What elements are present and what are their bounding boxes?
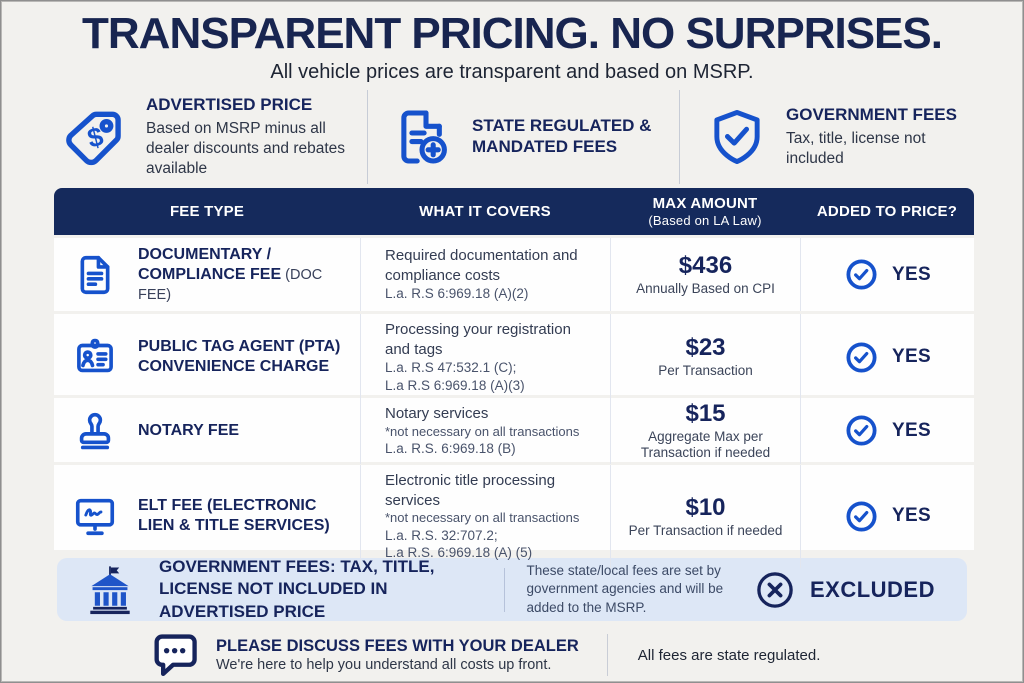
fee-name-suffix: (DOC FEE) xyxy=(138,266,323,303)
price-tag-icon: $ xyxy=(66,111,121,166)
feature-state-regulated: STATE REGULATED & MANDATED FEES xyxy=(368,90,680,184)
col-header-fee-type: FEE TYPE xyxy=(169,203,245,220)
covers-statute: L.a. R.S 47:532.1 (C); xyxy=(385,360,517,375)
x-circle-icon xyxy=(757,571,793,608)
covers-desc: Processing your registration and tags xyxy=(385,321,571,358)
added-to-price: YES xyxy=(892,346,931,368)
bank-icon xyxy=(90,565,130,614)
added-to-price: YES xyxy=(892,419,931,441)
covers-statute: L.a R.S. 6:969.18 (A) (5) xyxy=(385,545,533,561)
chat-icon xyxy=(154,634,197,677)
covers-desc: Electronic title processing services xyxy=(385,472,556,509)
covers-statute: L.a R.S 6:969.18 (A)(3) xyxy=(385,377,525,393)
svg-text:$: $ xyxy=(84,121,106,154)
table-row: DOCUMENTARY / COMPLIANCE FEE (DOC FEE) R… xyxy=(54,238,974,311)
max-amount-note: Per Transaction xyxy=(658,363,753,379)
feature-advertised-price: $ ADVERTISED PRICE Based on MSRP minus a… xyxy=(50,90,368,184)
fee-name: DOCUMENTARY / COMPLIANCE FEE (DOC FEE) xyxy=(138,245,323,303)
col-header-covers: WHAT IT COVERS xyxy=(419,203,551,220)
feature-strip: $ ADVERTISED PRICE Based on MSRP minus a… xyxy=(50,90,974,184)
page-title: TRANSPARENT PRICING. NO SURPRISES. xyxy=(82,9,943,58)
fee-table: FEE TYPE WHAT IT COVERS MAX AMOUNT (Base… xyxy=(54,188,974,568)
col-header-added: ADDED TO PRICE? xyxy=(816,203,958,220)
max-amount-note: Aggregate Max per Transaction if needed xyxy=(640,428,771,461)
id-card-icon xyxy=(77,338,113,373)
covers-statute: L.a. R.S. 32:707.2; xyxy=(385,527,498,543)
check-circle-icon xyxy=(846,259,877,290)
table-row: NOTARY FEE Notary services *not necessar… xyxy=(54,398,974,464)
added-to-price: YES xyxy=(892,263,931,285)
covers-statute: L.a. R.S. 6:969.18 (B) xyxy=(385,441,516,457)
divider xyxy=(503,567,505,612)
max-amount-note: Annually Based on CPI xyxy=(636,280,775,296)
dealer-banner-note: All fees are state regulated. xyxy=(637,646,821,664)
feature-desc: Tax, title, license not included xyxy=(786,129,926,167)
monitor-signature-icon xyxy=(75,499,115,536)
table-header: FEE TYPE WHAT IT COVERS MAX AMOUNT (Base… xyxy=(54,188,974,235)
table-row: PUBLIC TAG AGENT (PTA) CONVENIENCE CHARG… xyxy=(54,314,974,401)
document-icon xyxy=(80,255,110,294)
dealer-banner-title: PLEASE DISCUSS FEES WITH YOUR DEALER xyxy=(216,637,579,655)
max-amount: $436 xyxy=(678,251,733,279)
fee-name: PUBLIC TAG AGENT (PTA) CONVENIENCE CHARG… xyxy=(138,338,341,376)
feature-title: STATE REGULATED & MANDATED FEES xyxy=(472,116,652,156)
check-circle-icon xyxy=(846,501,877,532)
max-amount-note: Per Transaction if needed xyxy=(628,522,783,538)
page-subtitle: All vehicle prices are transparent and b… xyxy=(270,61,754,83)
added-to-price: YES xyxy=(892,505,931,527)
covers-note: *not necessary on all transactions xyxy=(385,423,580,439)
divider xyxy=(606,634,608,676)
col-header-max-amount-note: (Based on LA Law) xyxy=(648,213,762,228)
col-header-max-amount: MAX AMOUNT (Based on LA Law) xyxy=(648,195,762,228)
covers-note: *not necessary on all transactions xyxy=(385,510,580,525)
max-amount: $23 xyxy=(685,334,726,362)
table-row: ELT FEE (ELECTRONIC LIEN & TITLE SERVICE… xyxy=(54,465,974,568)
document-plus-icon xyxy=(401,110,447,164)
feature-government-fees: GOVERNMENT FEES Tax, title, license not … xyxy=(680,90,974,184)
shield-check-icon xyxy=(714,110,760,164)
covers-desc: Notary services xyxy=(385,405,489,422)
feature-desc: Based on MSRP minus all dealer discounts… xyxy=(146,119,346,177)
check-circle-icon xyxy=(846,415,877,446)
excluded-badge: EXCLUDED xyxy=(809,576,935,602)
covers-desc: Required documentation and compliance co… xyxy=(385,247,578,284)
fee-name: ELT FEE (ELECTRONIC LIEN & TITLE SERVICE… xyxy=(138,497,330,535)
government-banner-title: GOVERNMENT FEES: TAX, TITLE, LICENSE NOT… xyxy=(159,557,435,621)
dealer-banner-desc: We're here to help you understand all co… xyxy=(216,657,552,673)
feature-title: ADVERTISED PRICE xyxy=(146,94,313,114)
dealer-banner: PLEASE DISCUSS FEES WITH YOUR DEALER We'… xyxy=(2,628,1022,681)
covers-statute: L.a. R.S 6:969.18 (A)(2) xyxy=(385,286,529,302)
check-circle-icon xyxy=(846,342,877,373)
feature-title: GOVERNMENT FEES xyxy=(786,104,957,124)
government-banner-desc: These state/local fees are set by govern… xyxy=(526,563,724,615)
max-amount: $15 xyxy=(685,399,726,427)
fee-name: NOTARY FEE xyxy=(138,421,240,439)
max-amount: $10 xyxy=(685,493,726,521)
stamp-icon xyxy=(79,412,111,450)
government-fees-banner: GOVERNMENT FEES: TAX, TITLE, LICENSE NOT… xyxy=(57,557,967,621)
